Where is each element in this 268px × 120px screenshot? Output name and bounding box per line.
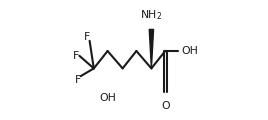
Text: F: F bbox=[75, 75, 81, 85]
Text: O: O bbox=[161, 101, 170, 111]
Text: OH: OH bbox=[181, 46, 198, 56]
Text: F: F bbox=[73, 51, 79, 61]
Text: F: F bbox=[84, 32, 90, 42]
Text: OH: OH bbox=[99, 93, 116, 103]
Polygon shape bbox=[149, 29, 154, 68]
Text: NH$_2$: NH$_2$ bbox=[140, 8, 162, 22]
